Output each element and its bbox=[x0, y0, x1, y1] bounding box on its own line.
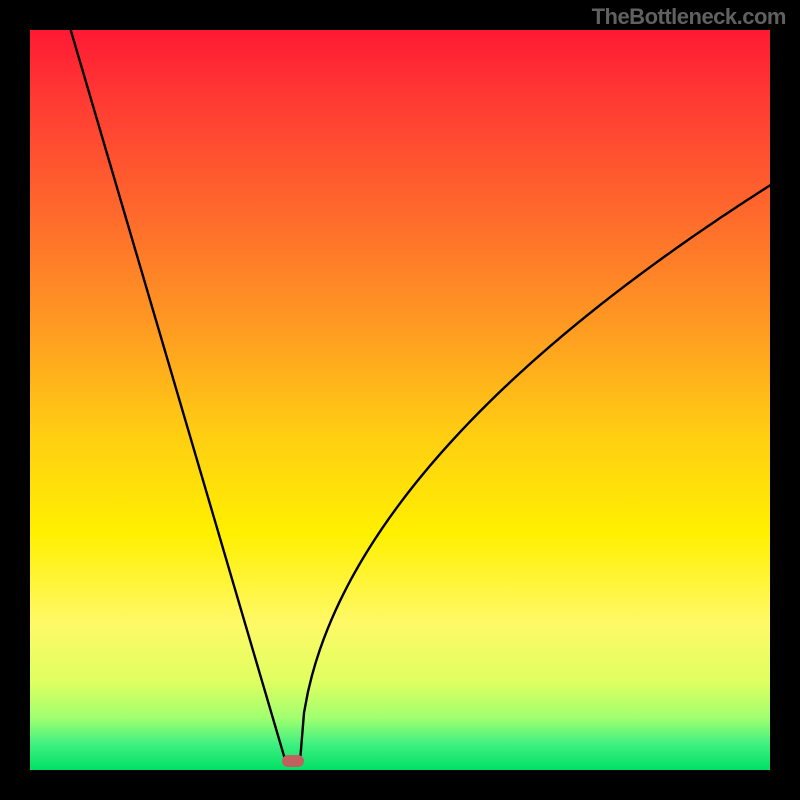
watermark-text: TheBottleneck.com bbox=[592, 4, 786, 30]
minimum-marker bbox=[282, 755, 304, 767]
plot-area bbox=[30, 30, 770, 770]
chart-frame: TheBottleneck.com bbox=[0, 0, 800, 800]
bottleneck-curve bbox=[30, 30, 770, 770]
